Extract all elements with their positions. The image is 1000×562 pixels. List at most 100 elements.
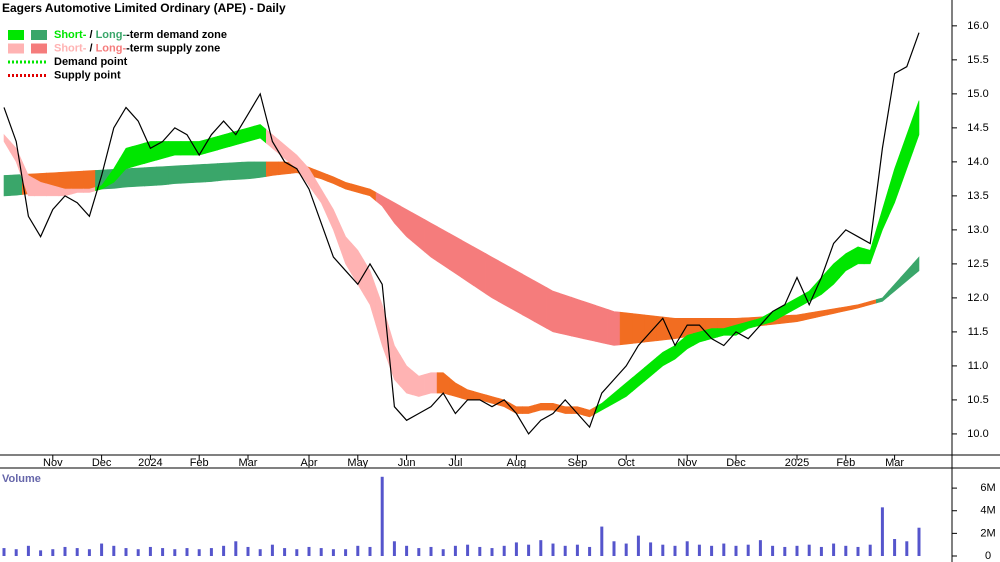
long-term-zone-segment [534,280,548,330]
volume-bar [575,544,579,556]
volume-bar [14,549,18,556]
long-term-zone-segment [83,170,96,191]
long-term-zone-segment [192,163,206,183]
volume-bar [295,549,299,556]
y-tick-label: 15.5 [967,54,988,66]
long-term-zone-segment [9,174,23,196]
y-tick-label: 11.0 [968,360,989,372]
volume-bar [710,545,714,556]
volume-bar [746,544,750,556]
long-term-zone-segment [558,292,572,337]
volume-bar [417,548,421,556]
volume-bar [758,540,762,556]
chart-title: Eagers Automotive Limited Ordinary (APE)… [2,1,286,15]
volume-bar [429,546,433,556]
volume-bar [319,548,323,556]
long-term-zone-segment [448,232,462,279]
volume-bar [307,546,311,556]
legend-label: Supply point [54,69,121,81]
legend-text-part: / [86,29,95,41]
legend-text-part: Long- [96,42,127,54]
volume-bar [453,545,457,556]
volume-bar [222,545,226,556]
volume-bar [2,548,6,556]
long-term-zone-segment [253,161,267,179]
short-term-zone-segment [131,142,145,168]
long-term-zone-segment [156,165,169,186]
long-term-zone-segment [205,163,218,183]
x-tick-label: Apr [300,457,317,469]
volume-bar [466,544,470,556]
long-term-zone-segment [3,174,11,197]
volume-bar [539,540,543,556]
long-term-zone-segment [485,253,499,302]
legend-text-part: / [86,42,95,54]
legend-text-part: Short- [54,29,87,41]
volume-bar [856,546,860,556]
long-term-zone-segment [131,167,145,188]
volume-bar [527,544,531,556]
long-term-zone-segment [497,259,511,309]
long-term-zone-segment [607,309,621,346]
long-term-zone-segment [461,239,475,287]
x-tick-label: 2025 [785,457,809,469]
volume-title: Volume [2,473,41,485]
volume-bar [868,544,872,556]
x-tick-label: Sep [568,457,588,469]
x-tick-label: Feb [836,457,855,469]
volume-bar [441,549,445,556]
y-tick-label: 13.0 [967,224,988,236]
short-term-zone-segment [912,100,920,152]
volume-bar [893,539,897,556]
volume-bar [722,543,726,556]
legend-label: Demand point [54,56,128,68]
volume-bar [795,545,799,556]
x-tick-label: Jul [448,457,462,469]
x-tick-label: Jun [398,457,416,469]
volume-bar [844,545,848,556]
long-term-zone-segment [241,161,255,180]
legend-swatch [31,30,47,40]
volume-bar [75,548,79,556]
volume-bar [283,548,287,556]
volume-bar [588,546,592,556]
legend-text-part: -term supply zone [126,42,220,54]
x-tick-label: Nov [677,457,697,469]
legend-text-part: Demand point [54,56,128,68]
volume-bar [112,545,116,556]
volume-bar [148,546,152,556]
volume-bar [161,548,165,556]
volume-bar [344,549,348,556]
volume-bar [87,549,91,556]
volume-bar [661,544,665,556]
volume-bar [649,542,653,556]
volume-tick-label: 0 [985,550,991,562]
x-tick-label: Oct [618,457,635,469]
short-term-zone-segment [144,141,157,164]
short-term-zone-segment [424,372,438,396]
volume-bar [39,550,43,556]
short-term-zone-segment [436,372,450,396]
volume-bar [600,526,604,556]
volume-bar [612,541,616,556]
long-term-zone-segment [583,300,597,342]
volume-bar [673,545,677,556]
volume-bar [368,546,372,556]
legend-label: Short- / Long--term supply zone [54,42,220,54]
volume-tick-label: 4M [980,505,995,517]
long-term-zone-segment [265,161,279,177]
legend-text-part: -term demand zone [126,29,227,41]
long-term-zone-segment [217,162,230,182]
long-term-zone-segment [509,266,523,316]
legend-text-part: Long- [96,29,127,41]
volume-bar [197,549,201,556]
y-tick-label: 10.0 [967,428,988,440]
y-tick-label: 11.5 [968,326,989,338]
volume-bar [100,543,104,556]
legend-label: Short- / Long--term demand zone [54,29,227,41]
volume-bar [917,527,921,556]
x-tick-label: Mar [239,457,258,469]
volume-bar [807,544,811,556]
volume-bar [697,544,701,556]
volume-bar [246,546,250,556]
